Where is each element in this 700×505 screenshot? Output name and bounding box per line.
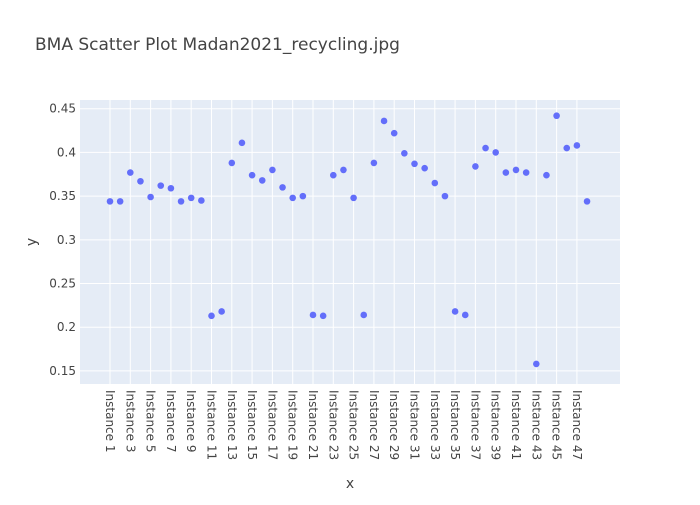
x-tick-label: Instance 7 <box>164 390 178 453</box>
x-tick-label: Instance 47 <box>570 390 584 460</box>
chart-title: BMA Scatter Plot Madan2021_recycling.jpg <box>35 35 400 55</box>
data-point <box>401 150 408 157</box>
x-tick-label: Instance 35 <box>448 390 462 460</box>
data-point <box>269 166 276 174</box>
data-point <box>137 177 144 185</box>
y-axis-label: y <box>24 238 40 246</box>
data-point <box>461 311 469 319</box>
data-point <box>370 159 378 167</box>
x-tick-label: Instance 11 <box>205 390 219 460</box>
data-point <box>431 179 439 187</box>
x-tick-label: Instance 5 <box>144 390 158 453</box>
y-tick-label: 0.4 <box>57 145 76 159</box>
data-point <box>390 129 398 137</box>
data-point <box>208 312 215 320</box>
data-point <box>563 144 571 152</box>
data-point <box>451 308 459 315</box>
x-tick-label: Instance 15 <box>245 390 259 460</box>
x-tick-label: Instance 29 <box>387 390 401 460</box>
y-tick-label: 0.25 <box>49 277 76 291</box>
data-point <box>512 166 520 174</box>
data-point <box>187 194 195 202</box>
data-point <box>340 166 347 174</box>
data-point <box>198 197 205 204</box>
x-tick-label: Instance 21 <box>306 390 320 460</box>
x-tick-label: Instance 1 <box>103 390 117 453</box>
y-tick-label: 0.45 <box>49 102 76 116</box>
data-point <box>116 198 124 205</box>
data-point <box>147 193 154 201</box>
data-point <box>522 169 530 176</box>
data-point <box>228 159 236 167</box>
plot-area <box>80 100 620 384</box>
data-point <box>411 160 418 168</box>
data-point <box>421 164 428 172</box>
data-point <box>289 194 297 202</box>
x-tick-label: Instance 41 <box>509 390 523 460</box>
data-point <box>258 177 266 184</box>
x-tick-label: Instance 17 <box>265 390 279 460</box>
x-tick-label: Instance 45 <box>550 390 564 460</box>
data-point <box>502 169 510 176</box>
data-point <box>360 311 368 319</box>
data-point <box>472 163 479 170</box>
x-tick-label: Instance 37 <box>468 390 482 460</box>
x-tick-labels: Instance 1 Instance 3 Instance 5 Instance 7… <box>103 390 584 460</box>
x-tick-label: Instance 31 <box>408 390 422 460</box>
x-tick-label: Instance 19 <box>286 390 300 460</box>
y-tick-label: 0.35 <box>49 189 76 203</box>
data-point <box>218 308 225 315</box>
x-tick-label: Instance 33 <box>428 390 442 460</box>
x-tick-label: Instance 43 <box>529 390 543 460</box>
data-point <box>167 184 175 192</box>
data-point <box>492 149 500 156</box>
x-tick-label: Instance 25 <box>347 390 361 460</box>
data-point <box>533 360 540 368</box>
y-tick-label: 0.2 <box>57 320 76 334</box>
y-tick-label: 0.15 <box>49 364 76 378</box>
x-tick-label: Instance 9 <box>184 390 198 453</box>
x-tick-label: Instance 39 <box>489 390 503 460</box>
data-point <box>319 312 327 320</box>
data-point <box>177 198 185 205</box>
data-point <box>543 171 550 179</box>
data-point <box>553 112 560 120</box>
y-tick-labels: 0.15 0.2 0.25 0.3 0.35 0.4 0.45 <box>49 102 76 378</box>
data-point <box>157 182 165 189</box>
data-point <box>299 192 307 200</box>
x-tick-label: Instance 3 <box>123 390 137 453</box>
data-point <box>127 169 134 176</box>
data-point <box>441 192 449 200</box>
data-point <box>482 144 489 152</box>
data-points <box>106 112 591 368</box>
data-point <box>106 198 114 205</box>
x-axis-label: x <box>346 476 354 492</box>
data-point <box>238 139 246 147</box>
x-tick-label: Instance 27 <box>367 390 381 460</box>
data-point <box>279 184 286 191</box>
data-point <box>573 142 581 149</box>
grid-lines <box>80 100 620 384</box>
x-tick-label: Instance 23 <box>326 390 340 460</box>
data-point <box>583 198 591 205</box>
data-point <box>350 194 357 202</box>
y-tick-label: 0.3 <box>57 233 76 247</box>
data-point <box>330 171 337 179</box>
x-tick-label: Instance 13 <box>225 390 239 460</box>
data-point <box>380 117 388 125</box>
data-point <box>309 311 317 319</box>
data-point <box>248 171 256 179</box>
